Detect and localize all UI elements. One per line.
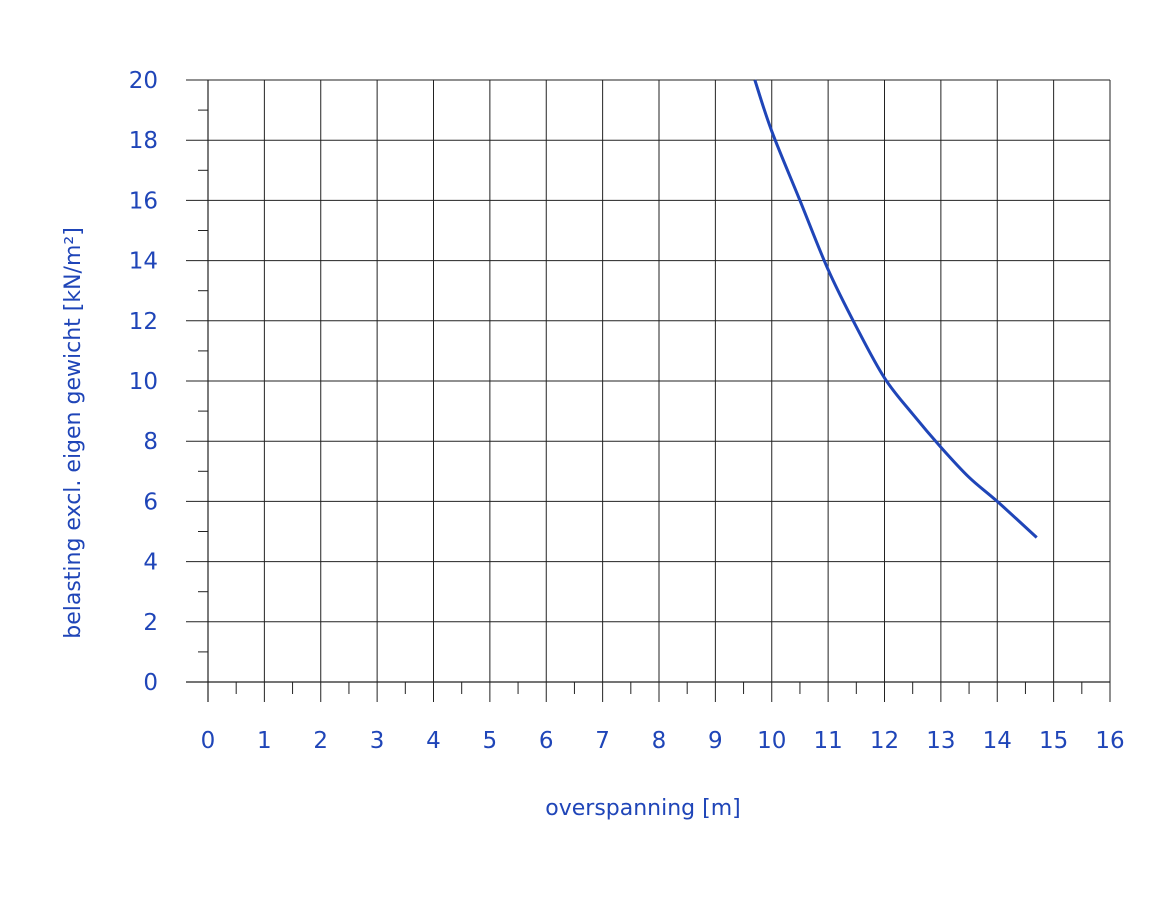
x-tick-label: 6 (539, 728, 554, 754)
y-tick-label: 16 (129, 188, 158, 214)
x-tick-label: 7 (595, 728, 610, 754)
x-tick-label: 8 (652, 728, 667, 754)
x-tick-label: 2 (313, 728, 328, 754)
series (753, 79, 1038, 539)
grid (186, 79, 1111, 702)
y-axis-title: belasting excl. eigen gewicht [kN/m²] (61, 227, 86, 639)
x-tick-label: 10 (757, 728, 786, 754)
x-tick-label: 3 (370, 728, 385, 754)
x-tick-label: 4 (426, 728, 441, 754)
y-tick-label: 2 (143, 610, 158, 636)
minor-ticks (198, 109, 1083, 694)
x-tick-label: 5 (483, 728, 498, 754)
y-tick-labels: 0 2 4 6 8 10 12 14 16 18 20 (129, 68, 158, 696)
y-tick-label: 0 (143, 670, 158, 696)
x-tick-label: 16 (1095, 728, 1124, 754)
y-tick-label: 20 (129, 68, 158, 94)
y-tick-label: 12 (129, 309, 158, 335)
y-tick-label: 6 (143, 489, 158, 515)
y-tick-label: 4 (143, 550, 158, 576)
x-axis-title: overspanning [m] (545, 796, 740, 821)
y-tick-label: 10 (129, 369, 158, 395)
x-tick-label: 1 (257, 728, 272, 754)
y-tick-label: 18 (129, 128, 158, 154)
x-tick-label: 15 (1039, 728, 1068, 754)
y-tick-label: 8 (143, 429, 158, 455)
y-tick-label: 14 (129, 249, 158, 275)
x-tick-label: 11 (813, 728, 842, 754)
series-line (753, 79, 1038, 539)
x-tick-label: 13 (926, 728, 955, 754)
x-tick-label: 14 (983, 728, 1012, 754)
x-tick-labels: 0 1 2 3 4 5 6 7 8 9 10 11 12 13 14 15 16 (201, 728, 1125, 754)
x-tick-label: 9 (708, 728, 723, 754)
x-tick-label: 12 (870, 728, 899, 754)
x-tick-label: 0 (201, 728, 216, 754)
